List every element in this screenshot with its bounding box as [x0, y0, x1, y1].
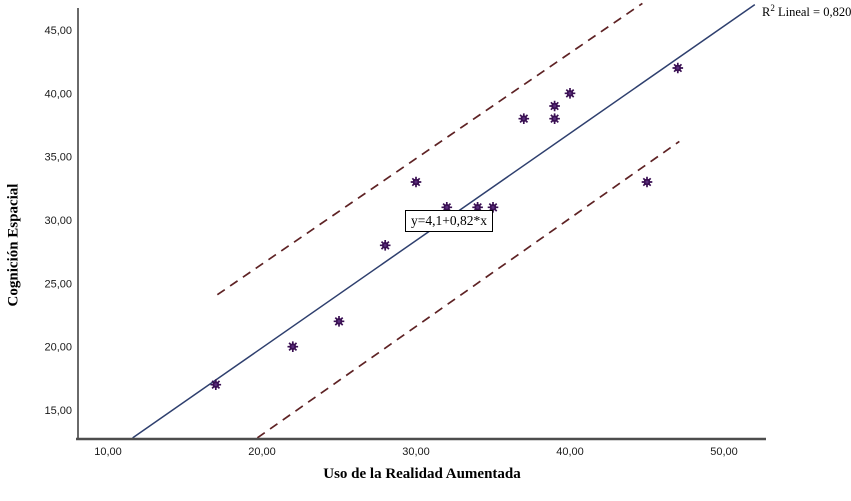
x-axis-title: Uso de la Realidad Aumentada [323, 466, 521, 482]
r-squared-sup: 2 [770, 3, 775, 13]
x-tick-label: 20,00 [248, 446, 276, 458]
data-point-spikes [518, 113, 530, 124]
y-tick-label: 25,00 [44, 278, 72, 290]
y-tick-label: 30,00 [44, 215, 72, 227]
data-point-spikes [379, 240, 391, 251]
data-point-center [491, 205, 495, 209]
data-point [333, 316, 345, 327]
confidence-band-upper [216, 2, 643, 296]
data-point [210, 379, 222, 390]
data-point [379, 240, 391, 251]
data-point-center [383, 243, 387, 247]
x-tick-label: 10,00 [94, 446, 122, 458]
data-point-spikes [549, 113, 560, 124]
data-point-spikes [410, 176, 422, 188]
y-tick-label: 40,00 [44, 88, 72, 100]
data-point-center [476, 205, 480, 209]
data-point-center [214, 383, 218, 387]
data-point [487, 202, 499, 213]
data-point-spikes [287, 341, 299, 352]
data-point-center [445, 205, 449, 209]
x-tick-label: 30,00 [402, 446, 430, 458]
y-tick-labels: 15,00 20,00 25,00 30,00 35,00 40,00 45,00 [44, 25, 72, 417]
r-squared-label: R2 Lineal = 0,820 [762, 3, 851, 20]
data-point-center [645, 180, 649, 184]
data-point [549, 113, 560, 124]
data-point-spikes [487, 202, 499, 213]
data-point-center [568, 91, 572, 95]
confidence-band-lower [256, 140, 680, 439]
data-point [410, 176, 422, 188]
y-tick-label: 15,00 [44, 405, 72, 417]
data-point [641, 176, 653, 188]
r-squared-base: R [762, 5, 771, 20]
data-point-center [553, 117, 557, 121]
confidence-bands [216, 2, 680, 439]
data-point [549, 100, 560, 112]
data-point-center [291, 345, 295, 349]
data-point [564, 88, 576, 99]
r-squared-rest: Lineal = 0,820 [774, 5, 851, 20]
data-point-spikes [549, 100, 560, 112]
y-axis-title: Cognición Espacial [5, 183, 22, 307]
data-point [672, 62, 684, 74]
data-point [441, 202, 453, 213]
data-point-center [676, 66, 680, 70]
data-point-center [522, 117, 526, 121]
y-tick-label: 45,00 [44, 25, 72, 37]
data-point-spikes [333, 316, 345, 327]
equation-label: y=4,1+0,82*x [405, 210, 493, 232]
x-tick-label: 40,00 [556, 446, 584, 458]
data-point-center [337, 319, 341, 323]
data-point [518, 113, 530, 124]
data-point-spikes [672, 62, 684, 74]
y-tick-label: 35,00 [44, 152, 72, 164]
data-point-spikes [564, 88, 576, 99]
data-point [287, 341, 299, 352]
y-tick-label: 20,00 [44, 342, 72, 354]
x-tick-labels: 10,00 20,00 30,00 40,00 50,00 [94, 446, 738, 458]
data-point-spikes [641, 176, 653, 188]
x-tick-label: 50,00 [710, 446, 738, 458]
data-point-center [414, 180, 418, 184]
data-point-spikes [210, 379, 222, 390]
data-point-center [553, 104, 557, 108]
